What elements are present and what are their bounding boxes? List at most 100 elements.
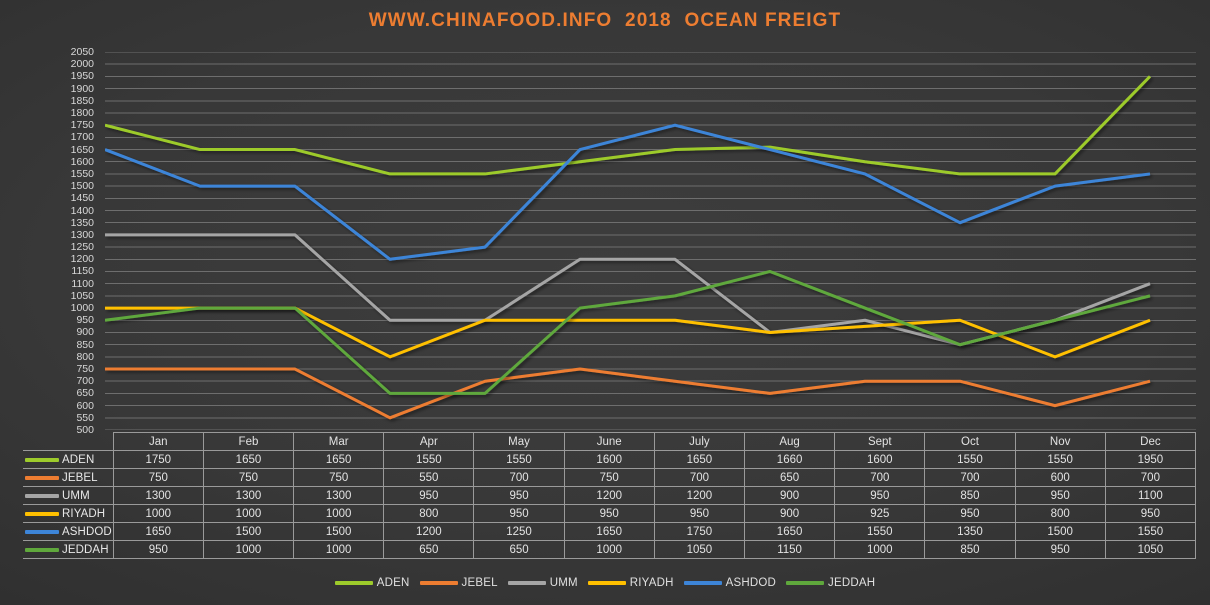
y-axis-tick-label: 1100 xyxy=(71,277,94,290)
series-name-label: ADEN xyxy=(62,453,95,466)
table-cell: 925 xyxy=(834,504,926,523)
table-series-key-jebel: JEBEL xyxy=(23,468,114,487)
y-axis-tick-label: 1050 xyxy=(70,289,94,302)
table-cell: 1550 xyxy=(383,450,475,469)
table-cell: 1100 xyxy=(1104,486,1197,505)
legend-item-riyadh[interactable]: RIYADH xyxy=(587,577,674,589)
y-axis-tick-label: 1250 xyxy=(70,241,94,254)
table-cell: 700 xyxy=(653,468,746,487)
y-axis-tick-label: 2050 xyxy=(70,46,94,58)
y-axis-tick-label: 700 xyxy=(76,375,94,388)
table-cell: 1500 xyxy=(1014,522,1106,541)
table-column-header: Oct xyxy=(924,432,1016,451)
table-row: JEBEL 750 750 750 550 700 750 700 650 700 700 600 70… xyxy=(23,468,1197,487)
table-cell: 1250 xyxy=(473,522,565,541)
table-cell: 1650 xyxy=(563,522,655,541)
table-cell: 950 xyxy=(563,504,655,523)
series-line-jebel[interactable] xyxy=(105,367,1151,420)
legend-item-jebel[interactable]: JEBEL xyxy=(419,577,498,589)
table-series-key-riyadh: RIYADH xyxy=(23,504,114,523)
table-body: ADEN 1750 1650 1650 1550 1550 1600 1650 1660 1600… xyxy=(23,450,1197,559)
legend-label: ASHDOD xyxy=(725,577,776,589)
y-axis-tick-label: 1650 xyxy=(70,143,94,156)
table-column-header: Aug xyxy=(743,432,836,451)
table-cell: 1600 xyxy=(834,450,926,469)
series-line-aden[interactable] xyxy=(105,75,1152,176)
table-cell: 750 xyxy=(202,468,295,487)
table-cell: 1600 xyxy=(563,450,655,469)
series-line-umm[interactable] xyxy=(105,233,1151,347)
table-cell: 1650 xyxy=(293,450,385,469)
series-name-label: RIYADH xyxy=(62,507,106,520)
table-cell: 1650 xyxy=(653,450,746,469)
series-color-swatch xyxy=(25,475,59,480)
series-color-swatch xyxy=(25,529,59,534)
table-header-row: Jan Feb Mar Apr May June July Aug Sept Oct Nov Dec xyxy=(23,432,1197,451)
table-series-key-ashdod: ASHDOD xyxy=(23,522,114,541)
table-column-header: July xyxy=(653,432,746,451)
legend-color-swatch xyxy=(786,581,824,585)
table-cell: 1950 xyxy=(1104,450,1197,469)
table-cell: 950 xyxy=(834,486,926,505)
legend-color-swatch xyxy=(334,581,373,585)
legend-item-ashdod[interactable]: ASHDOD xyxy=(683,577,776,589)
series-line-jeddah[interactable] xyxy=(105,269,1151,395)
y-axis-tick-label: 1900 xyxy=(70,82,94,95)
table-series-key-jeddah: JEDDAH xyxy=(23,540,114,559)
y-axis-tick-label: 800 xyxy=(76,350,94,363)
table-cell: 1650 xyxy=(112,522,204,541)
table-cell: 700 xyxy=(473,468,565,487)
table-cell: 1200 xyxy=(653,486,746,505)
table-row: RIYADH 1000 1000 1000 800 950 950 950 900 925 950 8… xyxy=(23,504,1197,523)
legend-item-jeddah[interactable]: JEDDAH xyxy=(786,577,875,589)
table-cell: 1000 xyxy=(563,540,655,559)
table-cell: 850 xyxy=(924,540,1016,559)
legend-label: JEBEL xyxy=(461,577,498,589)
table-cell: 1000 xyxy=(293,504,385,523)
chart-legend: ADEN JEBEL UMM RIYADH ASHDOD JEDDAH xyxy=(0,577,1210,589)
table-cell: 1550 xyxy=(834,522,926,541)
table-cell: 1650 xyxy=(743,522,836,541)
table-cell: 1550 xyxy=(924,450,1016,469)
table-column-header: Mar xyxy=(293,432,385,451)
y-axis-tick-label: 1300 xyxy=(70,228,94,241)
table-cell: 950 xyxy=(473,486,565,505)
table-cell: 1550 xyxy=(1014,450,1106,469)
table-row: UMM 1300 1300 1300 950 950 1200 1200 900 950 850 95… xyxy=(23,486,1197,505)
legend-label: UMM xyxy=(549,577,578,589)
table-cell: 1300 xyxy=(112,486,204,505)
legend-label: RIYADH xyxy=(629,577,674,589)
table-cell: 1500 xyxy=(293,522,385,541)
series-line-ashdod[interactable] xyxy=(105,123,1151,261)
table-cell: 1050 xyxy=(1104,540,1197,559)
y-axis-tick-label: 950 xyxy=(76,314,94,327)
y-axis-tick-label: 1350 xyxy=(70,216,94,229)
y-axis-tick-label: 750 xyxy=(76,363,94,376)
y-axis-tick-label: 1200 xyxy=(70,253,94,266)
legend-item-aden[interactable]: ADEN xyxy=(334,577,410,589)
table-cell: 950 xyxy=(473,504,565,523)
y-axis-tick-label: 2000 xyxy=(70,58,94,71)
gridlines xyxy=(105,52,1196,430)
table-cell: 1750 xyxy=(112,450,204,469)
series-name-label: JEDDAH xyxy=(62,543,109,556)
table-column-header: Feb xyxy=(202,432,295,451)
series-color-swatch xyxy=(25,547,59,552)
table-cell: 1350 xyxy=(924,522,1016,541)
legend-item-umm[interactable]: UMM xyxy=(507,577,578,589)
y-axis: 2050 2000 1950 1900 1850 1800 1750 1700 1650 1600… xyxy=(0,46,98,436)
y-axis-tick-label: 650 xyxy=(76,387,94,400)
table-series-key-umm: UMM xyxy=(23,486,114,505)
y-axis-tick-label: 1600 xyxy=(70,155,94,168)
y-axis-tick-label: 850 xyxy=(76,338,94,351)
table-cell: 1050 xyxy=(653,540,746,559)
table-cell: 800 xyxy=(383,504,475,523)
table-cell: 650 xyxy=(383,540,475,559)
data-table: Jan Feb Mar Apr May June July Aug Sept Oct Nov Dec … xyxy=(23,432,1197,559)
table-cell: 1000 xyxy=(834,540,926,559)
table-cell: 700 xyxy=(834,468,926,487)
y-axis-tick-label: 1850 xyxy=(70,94,94,107)
table-cell: 1000 xyxy=(293,540,385,559)
table-cell: 950 xyxy=(653,504,746,523)
